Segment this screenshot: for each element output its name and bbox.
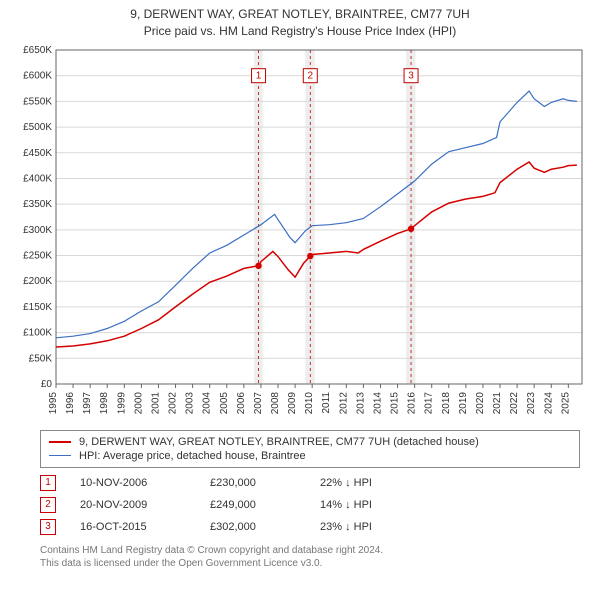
event-price-2: £249,000	[210, 499, 320, 511]
svg-text:2013: 2013	[355, 391, 366, 414]
svg-text:2018: 2018	[441, 391, 452, 414]
chart-container: 9, DERWENT WAY, GREAT NOTLEY, BRAINTREE,…	[0, 0, 600, 570]
svg-text:£0: £0	[41, 379, 53, 390]
event-price-1: £230,000	[210, 477, 320, 489]
svg-text:2000: 2000	[133, 391, 144, 414]
svg-text:1996: 1996	[65, 391, 76, 414]
svg-text:£250K: £250K	[23, 250, 52, 261]
svg-text:1995: 1995	[48, 391, 59, 414]
svg-text:2011: 2011	[321, 391, 332, 413]
event-marker-1: 1	[40, 475, 56, 491]
svg-text:£200K: £200K	[23, 276, 52, 287]
events-block: 1 10-NOV-2006 £230,000 22% ↓ HPI 2 20-NO…	[40, 472, 580, 538]
legend-label-hpi: HPI: Average price, detached house, Brai…	[79, 450, 306, 462]
svg-text:2014: 2014	[372, 391, 383, 414]
svg-text:2002: 2002	[168, 391, 179, 414]
legend-swatch-hpi	[49, 455, 71, 456]
svg-text:1999: 1999	[116, 391, 127, 414]
svg-text:2010: 2010	[304, 391, 315, 414]
footer-note: Contains HM Land Registry data © Crown c…	[40, 544, 580, 570]
legend-box: 9, DERWENT WAY, GREAT NOTLEY, BRAINTREE,…	[40, 430, 580, 468]
footer-line-1: Contains HM Land Registry data © Crown c…	[40, 544, 580, 557]
svg-text:2012: 2012	[338, 391, 349, 414]
svg-text:2007: 2007	[253, 391, 264, 414]
svg-text:£650K: £650K	[23, 45, 52, 56]
event-marker-3: 3	[40, 519, 56, 535]
event-marker-2: 2	[40, 497, 56, 513]
event-date-1: 10-NOV-2006	[80, 477, 210, 489]
svg-text:£550K: £550K	[23, 96, 52, 107]
svg-text:£500K: £500K	[23, 122, 52, 133]
svg-text:2021: 2021	[492, 391, 503, 414]
svg-text:3: 3	[408, 70, 414, 81]
svg-text:2005: 2005	[219, 391, 230, 414]
title-line-2: Price paid vs. HM Land Registry's House …	[0, 23, 600, 40]
svg-text:£600K: £600K	[23, 70, 52, 81]
legend-label-property: 9, DERWENT WAY, GREAT NOTLEY, BRAINTREE,…	[79, 436, 479, 448]
svg-text:2001: 2001	[150, 391, 161, 414]
svg-text:£100K: £100K	[23, 327, 52, 338]
svg-text:2003: 2003	[185, 391, 196, 414]
svg-text:2024: 2024	[543, 391, 554, 414]
svg-text:2009: 2009	[287, 391, 298, 414]
svg-text:2: 2	[308, 70, 314, 81]
svg-text:2006: 2006	[236, 391, 247, 414]
event-date-3: 16-OCT-2015	[80, 521, 210, 533]
event-row-3: 3 16-OCT-2015 £302,000 23% ↓ HPI	[40, 516, 580, 538]
svg-text:1: 1	[256, 70, 262, 81]
svg-text:2015: 2015	[390, 391, 401, 414]
title-block: 9, DERWENT WAY, GREAT NOTLEY, BRAINTREE,…	[0, 0, 600, 44]
svg-text:2022: 2022	[509, 391, 520, 414]
svg-text:2025: 2025	[560, 391, 571, 414]
event-row-1: 1 10-NOV-2006 £230,000 22% ↓ HPI	[40, 472, 580, 494]
svg-text:£50K: £50K	[29, 353, 53, 364]
svg-text:£400K: £400K	[23, 173, 52, 184]
svg-text:2008: 2008	[270, 391, 281, 414]
legend-swatch-property	[49, 441, 71, 443]
event-diff-2: 14% ↓ HPI	[320, 499, 372, 511]
event-price-3: £302,000	[210, 521, 320, 533]
legend-item-property: 9, DERWENT WAY, GREAT NOTLEY, BRAINTREE,…	[49, 435, 571, 449]
svg-text:£450K: £450K	[23, 147, 52, 158]
svg-text:2016: 2016	[407, 391, 418, 414]
event-diff-3: 23% ↓ HPI	[320, 521, 372, 533]
svg-text:2004: 2004	[202, 391, 213, 414]
svg-text:£350K: £350K	[23, 199, 52, 210]
svg-text:£300K: £300K	[23, 224, 52, 235]
event-date-2: 20-NOV-2009	[80, 499, 210, 511]
svg-text:2019: 2019	[458, 391, 469, 414]
event-diff-1: 22% ↓ HPI	[320, 477, 372, 489]
event-row-2: 2 20-NOV-2009 £249,000 14% ↓ HPI	[40, 494, 580, 516]
svg-text:2023: 2023	[526, 391, 537, 414]
chart-svg: £0 £50K £100K £150K £200K £250K £300K £350K £400…	[10, 44, 590, 424]
svg-text:£150K: £150K	[23, 302, 52, 313]
svg-text:1997: 1997	[82, 391, 93, 414]
svg-text:2017: 2017	[424, 391, 435, 414]
svg-text:2020: 2020	[475, 391, 486, 414]
legend-item-hpi: HPI: Average price, detached house, Brai…	[49, 449, 571, 463]
title-line-1: 9, DERWENT WAY, GREAT NOTLEY, BRAINTREE,…	[0, 6, 600, 23]
chart-area: £0 £50K £100K £150K £200K £250K £300K £350K £400…	[10, 44, 590, 424]
footer-line-2: This data is licensed under the Open Gov…	[40, 557, 580, 570]
svg-text:1998: 1998	[99, 391, 110, 414]
